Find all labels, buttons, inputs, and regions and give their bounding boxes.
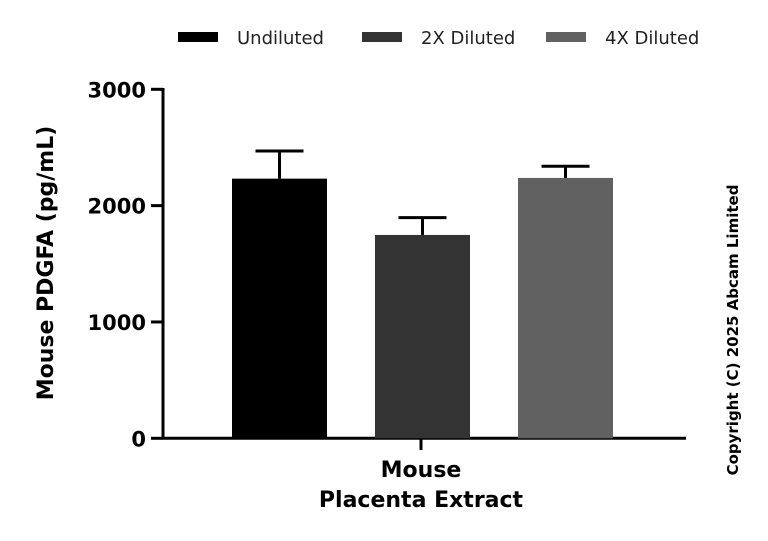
y-tick-label: 0 [131,427,146,451]
bar-undiluted [232,178,327,439]
bar-4x-diluted [518,177,613,439]
y-tick-label: 2000 [88,195,146,219]
y-tick-label: 1000 [88,311,146,335]
bar-2x-diluted [375,234,470,439]
legend-swatch [178,32,218,42]
legend-label: 2X Diluted [421,28,515,49]
legend: Undiluted 2X Diluted 4X Diluted [178,28,699,49]
x-label-line2: Placenta Extract [319,488,524,513]
legend-label: Undiluted [237,28,324,49]
y-axis-label: Mouse PDGFA (pg/mL) [34,126,59,401]
legend-swatch [362,32,402,42]
legend-swatch [546,32,586,42]
y-tick-label: 3000 [88,78,146,102]
legend-label: 4X Diluted [605,28,699,49]
x-label-line1: Mouse [381,458,462,483]
copyright: Copyright (C) 2025 Abcam Limited [724,185,742,476]
